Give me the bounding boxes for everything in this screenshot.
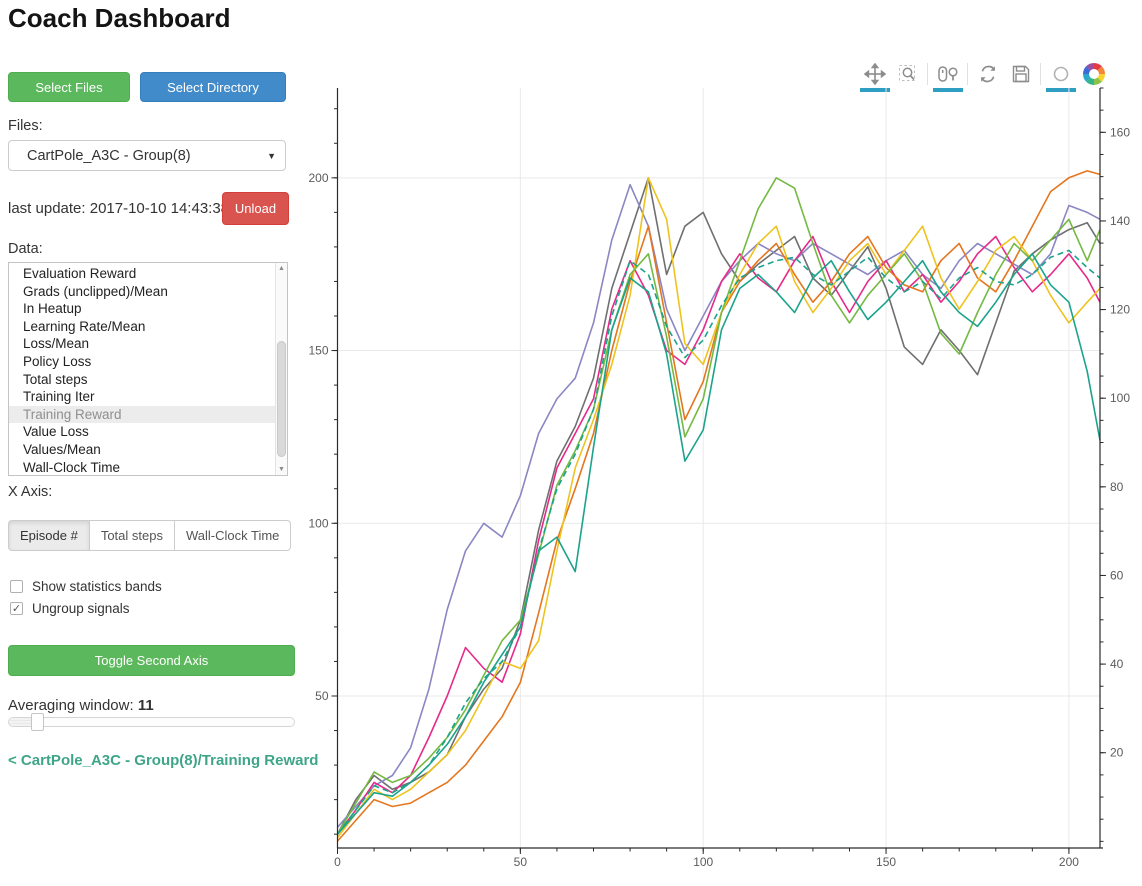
chevron-down-icon: ▼	[267, 151, 276, 161]
tab-total-steps[interactable]: Total steps	[89, 520, 175, 551]
x-tick-label: 100	[693, 855, 713, 869]
y-left-tick-label: 50	[315, 689, 329, 703]
data-list-item[interactable]: Total steps	[23, 371, 88, 387]
hover-tool-icon[interactable]	[1045, 60, 1076, 92]
page-title: Coach Dashboard	[8, 3, 231, 33]
slider-handle[interactable]	[31, 713, 44, 731]
toolbar-separator	[1040, 63, 1041, 85]
save-tool-icon[interactable]	[1009, 60, 1033, 88]
y-left-tick-label: 200	[308, 171, 328, 185]
toolbar-separator	[967, 63, 968, 85]
data-list-item[interactable]: Wall-Clock Time	[23, 459, 121, 475]
x-tick-label: 50	[514, 855, 528, 869]
data-list-item[interactable]: Loss/Mean	[23, 336, 90, 352]
series-worker-3	[336, 170, 1101, 842]
select-directory-button[interactable]: Select Directory	[140, 72, 286, 102]
x-tick-label: 200	[1059, 855, 1079, 869]
y-left-tick-label: 150	[308, 344, 328, 358]
data-list-item[interactable]: In Heatup	[23, 301, 82, 317]
tab-episode[interactable]: Episode #	[8, 520, 90, 551]
data-list-item[interactable]: Training Iter	[23, 389, 95, 405]
training-reward-chart[interactable]: 0 50 100 150 200 50 100 150 200 20 40 60 80 100 120 140…	[295, 86, 1142, 881]
x-tick-label: 0	[334, 855, 341, 869]
box-zoom-tool-icon[interactable]	[896, 60, 920, 88]
files-label: Files:	[8, 118, 43, 134]
data-list-item[interactable]: Value Loss	[23, 424, 89, 440]
wheel-zoom-tool-icon[interactable]	[932, 60, 963, 92]
pan-tool-icon[interactable]	[859, 60, 890, 92]
checkbox-show-statistics-bands[interactable]: Show statistics bands	[10, 575, 162, 597]
checkbox-unchecked-icon[interactable]	[10, 579, 23, 593]
select-files-button[interactable]: Select Files	[8, 72, 130, 102]
last-update-text: last update: 2017-10-10 14:43:38	[8, 200, 230, 217]
bokeh-logo-icon[interactable]	[1082, 60, 1106, 88]
active-tool-underline	[859, 88, 890, 92]
data-list-item[interactable]: Values/Mean	[23, 441, 101, 457]
y-right-tick-label: 100	[1110, 391, 1130, 405]
toggle-second-axis-button[interactable]: Toggle Second Axis	[8, 645, 295, 676]
y-right-tick-label: 120	[1110, 303, 1130, 317]
y-right-tick-label: 40	[1110, 657, 1124, 671]
y-right-tick-label: 80	[1110, 480, 1124, 494]
checkbox-label: Ungroup signals	[32, 600, 130, 616]
slider-fill	[9, 718, 37, 726]
checkbox-checked-icon[interactable]: ✓	[10, 601, 23, 615]
x-tick-label: 150	[876, 855, 896, 869]
current-signal-link[interactable]: < CartPole_A3C - Group(8)/Training Rewar…	[8, 752, 319, 769]
toolbar-separator	[927, 63, 928, 85]
y-right-tick-label: 160	[1110, 125, 1130, 139]
averaging-window-slider[interactable]	[8, 713, 295, 731]
y-right-tick-label: 60	[1110, 568, 1124, 582]
averaging-window-value: 11	[137, 697, 154, 714]
series-worker-6	[336, 253, 1101, 835]
data-list-item[interactable]: Learning Rate/Mean	[23, 318, 146, 334]
data-list-item[interactable]: Grads (unclipped)/Mean	[23, 283, 168, 299]
bokeh-toolbar	[858, 56, 1110, 92]
series-worker-0	[336, 177, 1101, 835]
active-tool-underline	[932, 88, 963, 92]
checkbox-ungroup-signals[interactable]: ✓ Ungroup signals	[10, 597, 162, 619]
x-axis-tab-group: Episode # Total steps Wall-Clock Time	[8, 520, 292, 551]
unload-button[interactable]: Unload	[222, 192, 289, 225]
scroll-up-icon[interactable]: ▲	[278, 265, 285, 272]
files-select-value: CartPole_A3C - Group(8)	[27, 147, 191, 164]
reset-tool-icon[interactable]	[976, 60, 1000, 88]
scroll-down-icon[interactable]: ▼	[278, 466, 285, 473]
checkbox-group: Show statistics bands ✓ Ungroup signals	[10, 575, 162, 619]
data-list-item[interactable]: Policy Loss	[23, 353, 92, 369]
active-tool-underline	[1045, 88, 1076, 92]
series-worker-5	[336, 177, 1101, 835]
checkbox-label: Show statistics bands	[32, 578, 162, 594]
y-right-tick-label: 20	[1110, 746, 1124, 760]
series-worker-7	[336, 249, 1101, 835]
listbox-scrollbar[interactable]: ▲ ▼	[275, 263, 287, 475]
y-right-tick-label: 140	[1110, 214, 1130, 228]
scrollbar-thumb[interactable]	[277, 341, 286, 457]
tab-wall-clock-time[interactable]: Wall-Clock Time	[174, 520, 292, 551]
averaging-window-label: Averaging window: 11	[8, 697, 154, 714]
data-list-item[interactable]: Evaluation Reward	[23, 266, 137, 281]
x-axis-label: X Axis:	[8, 484, 53, 500]
data-label: Data:	[8, 241, 43, 257]
data-list-item[interactable]: Training Reward	[9, 405, 287, 424]
y-left-tick-label: 100	[308, 516, 328, 530]
files-select[interactable]: CartPole_A3C - Group(8) ▼	[8, 140, 286, 171]
series-worker-2	[336, 235, 1101, 835]
data-listbox[interactable]: Evaluation Reward Grads (unclipped)/Mean I…	[8, 262, 288, 476]
